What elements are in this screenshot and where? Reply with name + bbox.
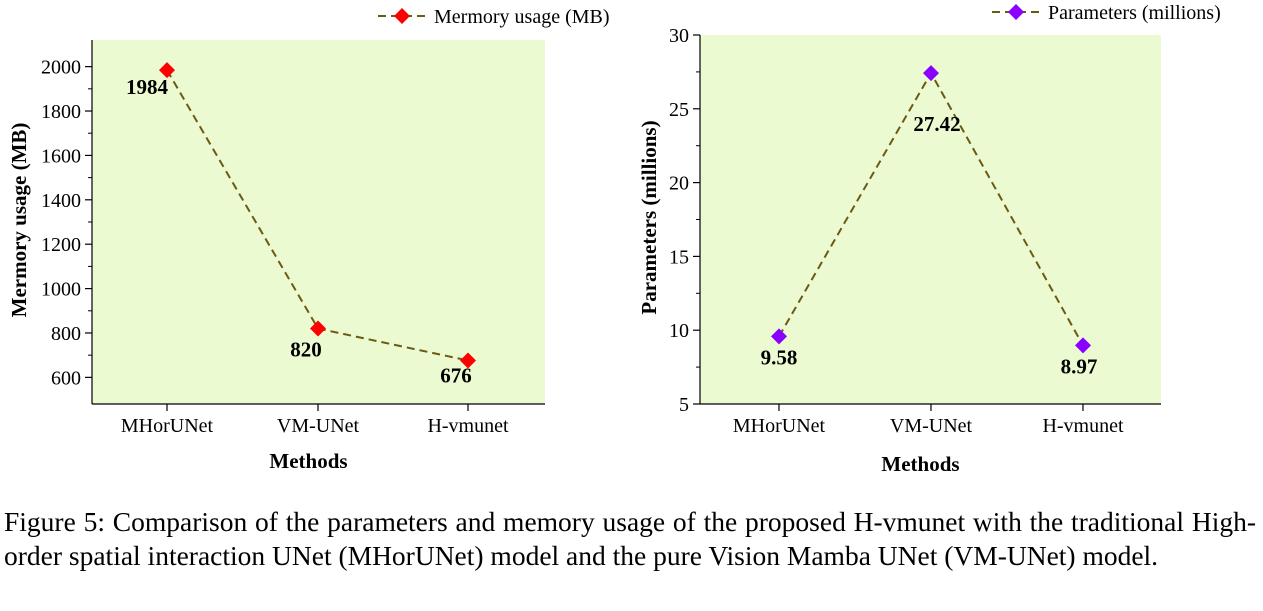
y-tick-label: 10 (669, 320, 689, 342)
x-tick-label: H-vmunet (1042, 415, 1124, 437)
data-label: 27.42 (913, 112, 960, 136)
data-label: 820 (290, 338, 322, 362)
x-tick-label: MHorUNet (121, 415, 214, 437)
x-axis-title: Methods (881, 452, 959, 476)
y-tick-label: 1000 (41, 279, 81, 301)
plot-area (92, 40, 545, 404)
data-label: 8.97 (1061, 354, 1098, 378)
y-axis-title: Mermory usage (MB) (7, 123, 31, 318)
y-tick-label: 5 (679, 394, 689, 416)
data-label: 9.58 (761, 345, 798, 369)
x-tick-label: MHorUNet (733, 415, 826, 437)
chart-1: 600 800 1000 1200 1400 1600 1800 2000 MHorUNet VM… (7, 6, 610, 473)
data-label: 676 (440, 363, 472, 387)
legend-label: Mermory usage (MB) (434, 6, 610, 28)
data-label: 1984 (126, 75, 169, 99)
y-tick-label: 1600 (41, 145, 81, 167)
y-tick-label: 20 (669, 173, 689, 195)
y-tick-label: 1200 (41, 234, 81, 256)
figure-charts: 600 800 1000 1200 1400 1600 1800 2000 MHorUNet VM… (7, 2, 1221, 476)
x-tick-label: VM-UNet (890, 415, 973, 437)
chart-2: 5 10 15 20 25 30 MHorUNet VM-UNet H-vmunet Method… (637, 2, 1221, 476)
figure-caption: Figure 5: Comparison of the parameters a… (4, 506, 1256, 571)
y-tick-label: 30 (669, 25, 689, 47)
y-tick-label: 15 (669, 246, 689, 268)
y-tick-label: 600 (51, 367, 81, 389)
y-tick-label: 1400 (41, 190, 81, 212)
data-point-marker (159, 62, 175, 79)
data-point-marker (771, 328, 787, 345)
y-tick-label: 800 (51, 323, 81, 345)
legend-label: Parameters (millions) (1048, 2, 1221, 24)
data-point-marker (923, 65, 939, 82)
data-point-marker (460, 352, 476, 369)
y-tick-label: 2000 (41, 57, 81, 79)
y-tick-label: 1800 (41, 101, 81, 123)
x-axis-title: Methods (269, 449, 347, 473)
x-tick-label: H-vmunet (427, 415, 509, 437)
x-tick-label: VM-UNet (277, 415, 360, 437)
legend-marker (1008, 4, 1024, 20)
y-tick-label: 25 (669, 99, 689, 121)
data-point-marker (1075, 337, 1091, 354)
data-point-marker (310, 320, 326, 337)
y-axis-title: Parameters (millions) (637, 120, 661, 314)
legend-marker (394, 8, 410, 24)
